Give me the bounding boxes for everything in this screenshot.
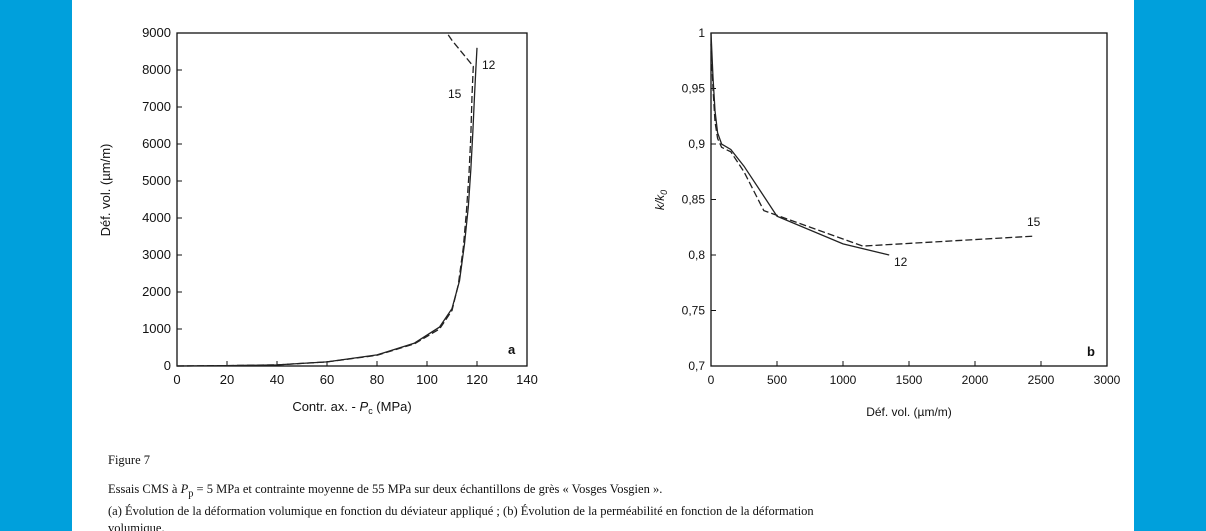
x-axis-label-b: Déf. vol. (µm/m) — [866, 405, 952, 419]
x-tick-label: 60 — [320, 372, 334, 387]
series-line-12 — [710, 32, 890, 256]
y-ticks-a: 0 1000 2000 3000 4000 5000 6000 7000 8000 9000 — [142, 25, 182, 373]
y-ticks-b: 0,7 0,75 0,8 0,85 0,9 0,95 1 — [682, 26, 716, 373]
series-label-15-b: 15 — [1027, 215, 1041, 229]
x-tick-label: 2000 — [962, 373, 989, 387]
panel-letter-a: a — [508, 342, 516, 357]
series-a — [176, 32, 478, 367]
x-tick-label: 1000 — [830, 373, 857, 387]
y-tick-label: 0,7 — [688, 359, 705, 373]
plot-frame-a — [176, 32, 528, 367]
y-tick-label: 0,75 — [682, 304, 706, 318]
caption-line-1: Essais CMS à Pp = 5 MPa et contrainte mo… — [108, 482, 663, 500]
series-label-12-b: 12 — [894, 255, 908, 269]
figure-caption: Figure 7 Essais CMS à Pp = 5 MPa et cont… — [108, 452, 1118, 531]
y-tick-label: 4000 — [142, 210, 171, 225]
series-line-15 — [176, 32, 474, 367]
y-tick-label: 1 — [698, 26, 705, 40]
x-tick-label: 1500 — [896, 373, 923, 387]
figure-page: 0 20 40 60 80 100 120 140 0 1000 2000 3000 4000 5000… — [72, 0, 1134, 531]
y-tick-label: 2000 — [142, 284, 171, 299]
x-tick-label: 20 — [220, 372, 234, 387]
y-tick-label: 0,85 — [682, 193, 706, 207]
x-tick-label: 0 — [173, 372, 180, 387]
series-label-12-a: 12 — [482, 58, 496, 72]
x-tick-label: 2500 — [1028, 373, 1055, 387]
series-label-15-a: 15 — [448, 87, 462, 101]
x-ticks-a: 0 20 40 60 80 100 120 140 — [173, 361, 538, 387]
x-tick-label: 100 — [416, 372, 438, 387]
y-tick-label: 1000 — [142, 321, 171, 336]
figure-title: Figure 7 — [108, 453, 151, 467]
y-tick-label: 7000 — [142, 99, 171, 114]
y-axis-label-a: Déf. vol. (µm/m) — [98, 144, 113, 237]
x-tick-label: 3000 — [1094, 373, 1121, 387]
y-tick-label: 5000 — [142, 173, 171, 188]
caption-line-2: (a) Évolution de la déformation volumiqu… — [108, 503, 814, 518]
x-ticks-b: 0 500 1000 1500 2000 2500 3000 — [708, 361, 1121, 387]
x-tick-label: 500 — [767, 373, 787, 387]
y-tick-label: 6000 — [142, 136, 171, 151]
y-tick-label: 0 — [164, 358, 171, 373]
y-tick-label: 3000 — [142, 247, 171, 262]
y-tick-label: 9000 — [142, 25, 171, 40]
x-tick-label: 120 — [466, 372, 488, 387]
chart-panel-b: 0 500 1000 1500 2000 2500 3000 0,70,750,80,850… — [653, 26, 1121, 419]
series-line-15 — [710, 44, 1035, 247]
caption-line-3: volumique. — [108, 520, 165, 531]
x-axis-label-a: Contr. ax. - Pc (MPa) — [292, 399, 411, 416]
y-axis-label-b: k/k0 — [653, 190, 669, 210]
x-tick-label: 140 — [516, 372, 538, 387]
y-tick-label: 0,9 — [688, 137, 705, 151]
series-line-12 — [176, 47, 478, 367]
y-tick-label: 0,8 — [688, 248, 705, 262]
plot-frame-b — [710, 32, 1108, 367]
x-tick-label: 80 — [370, 372, 384, 387]
series-b — [710, 32, 1035, 256]
panel-letter-b: b — [1087, 344, 1095, 359]
figure-charts: 0 20 40 60 80 100 120 140 010002000300040005000… — [98, 25, 1121, 419]
x-tick-label: 0 — [708, 373, 715, 387]
x-tick-label: 40 — [270, 372, 284, 387]
chart-panel-a: 0 20 40 60 80 100 120 140 0 1000 2000 3000 4000 5000… — [98, 25, 538, 416]
y-tick-label: 0,95 — [682, 82, 706, 96]
y-tick-label: 8000 — [142, 62, 171, 77]
